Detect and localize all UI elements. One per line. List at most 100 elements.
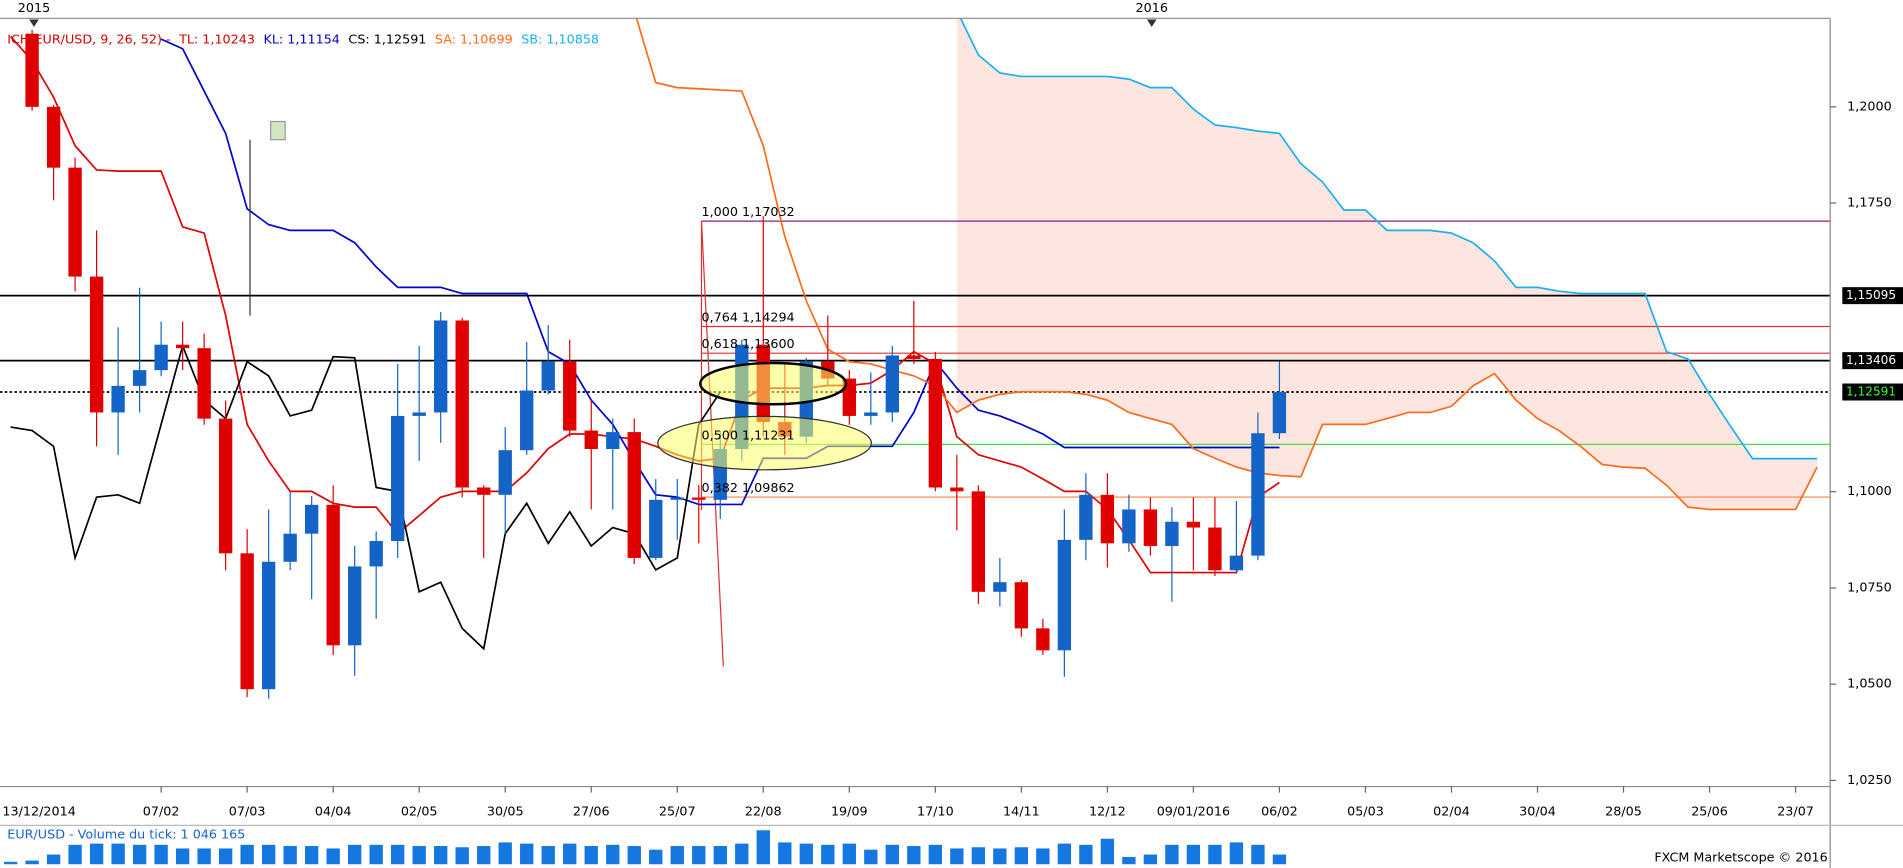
volume-bar: [735, 843, 749, 865]
volume-bar: [563, 843, 577, 865]
volume-bar: [756, 830, 770, 865]
volume-bar: [1014, 847, 1029, 865]
volume-bar: [885, 844, 899, 865]
volume-bar: [391, 844, 405, 865]
volume-title: EUR/USD - Volume du tick: 1 046 165: [7, 828, 245, 843]
candle-body: [89, 276, 104, 413]
x-tick-label: 12/12: [1089, 805, 1126, 820]
x-tick-label: 23/07: [1777, 805, 1814, 820]
candle-body: [326, 504, 340, 646]
volume-bar: [541, 846, 555, 865]
candle-body: [1079, 494, 1093, 540]
volume-bar: [326, 848, 340, 865]
candle-body: [520, 390, 534, 451]
candle-body: [111, 385, 125, 413]
candle-body: [25, 33, 39, 107]
candle-body: [606, 432, 620, 450]
fib-label: 0,382 1,09862: [701, 481, 794, 496]
volume-bar: [993, 848, 1007, 865]
volume-bar: [283, 846, 297, 865]
volume-bar: [627, 846, 641, 865]
volume-bar: [477, 846, 491, 865]
level-layer: [0, 220, 1831, 498]
highlight-ellipse: [657, 415, 873, 471]
indicator-line: [10, 343, 721, 651]
y-tick-label: 1,0750: [1847, 580, 1892, 595]
candle-body: [864, 412, 878, 416]
candle-layer: [25, 29, 1287, 699]
candle-body: [649, 499, 663, 558]
candle-body: [455, 320, 469, 488]
volume-bar: [799, 843, 813, 865]
fib-label: 0,764 1,14294: [701, 310, 794, 325]
candle-body: [1100, 494, 1115, 544]
volume-bar: [348, 844, 362, 865]
legend-entry: SB: 1,10858: [521, 33, 599, 48]
x-tick-label: 30/04: [1519, 805, 1556, 820]
fib-label: 0,618 1,13600: [701, 337, 794, 352]
candle-body: [348, 566, 362, 646]
x-tick-label: 25/06: [1691, 805, 1728, 820]
candle-body: [412, 412, 426, 416]
year-label: 2016: [1136, 1, 1168, 16]
fib-label-layer: 1,000 1,17032 0,764 1,14294 0,618 1,13600 0…: [701, 205, 794, 496]
candle-body: [541, 361, 555, 391]
candle-body: [1143, 509, 1158, 547]
x-tick-label: 06/02: [1261, 805, 1298, 820]
indicator-legend: ICH(EUR/USD, 9, 26, 52) - TL: 1,10243 KL: …: [7, 33, 599, 48]
volume-bar: [1272, 854, 1287, 865]
x-tick-label: 27/06: [573, 805, 610, 820]
volume-bar: [261, 844, 276, 865]
fib-label: 1,000 1,17032: [701, 205, 794, 220]
candle-body: [1208, 527, 1222, 571]
candle-body: [584, 430, 598, 450]
volume-bar: [692, 846, 706, 865]
candle-body: [971, 491, 986, 592]
highlight-ellipse: [699, 361, 848, 406]
x-tick-label: 07/03: [229, 805, 266, 820]
x-tick-label: 17/10: [917, 805, 954, 820]
year-label: 2015: [18, 1, 50, 16]
candle-body: [132, 370, 147, 386]
price-tag-label: 1,13406: [1846, 353, 1896, 367]
x-tick-label: 25/07: [659, 805, 696, 820]
x-tick-label: 13/12/2014: [2, 805, 75, 820]
indicator-line: [635, 18, 1818, 511]
x-tick-label: 04/04: [315, 805, 352, 820]
candle-body: [1036, 628, 1050, 651]
y-tick-label: 1,0250: [1847, 773, 1892, 788]
x-tick-label: 14/11: [1003, 805, 1040, 820]
candle-body: [1057, 539, 1072, 651]
volume-bar: [864, 849, 878, 865]
volume-bar: [821, 844, 835, 865]
candle-body: [1165, 521, 1179, 547]
y-tick-label: 1,1000: [1847, 484, 1892, 499]
indicator-line: [9, 35, 1280, 574]
x-tick-label: 02/04: [1433, 805, 1470, 820]
candle-body: [283, 533, 297, 562]
y-tick-label: 1,2000: [1847, 99, 1892, 114]
y-tick-label: 1,1750: [1847, 196, 1892, 211]
candle-body: [369, 541, 383, 567]
candle-body: [498, 450, 512, 495]
volume-bar: [3, 861, 18, 865]
candle-body: [391, 415, 405, 542]
volume-panel: [3, 830, 1287, 865]
legend-entry: SA: 1,10699: [435, 33, 513, 48]
volume-bar: [25, 860, 39, 865]
volume-bar: [455, 847, 469, 865]
volume-bar: [713, 846, 727, 865]
indicator-line: [959, 18, 1818, 460]
x-tick-label: 05/03: [1347, 805, 1384, 820]
candle-body: [563, 361, 577, 431]
volume-bar: [1208, 844, 1222, 865]
volume-bar: [1057, 843, 1072, 865]
volume-bar: [1165, 844, 1179, 865]
price-tag-label: 1,15095: [1846, 288, 1896, 302]
volume-bar: [175, 848, 190, 865]
legend-entry: KL: 1,11154: [263, 33, 339, 48]
x-tick-label: 09/01/2016: [1157, 805, 1230, 820]
volume-bar: [68, 844, 82, 865]
